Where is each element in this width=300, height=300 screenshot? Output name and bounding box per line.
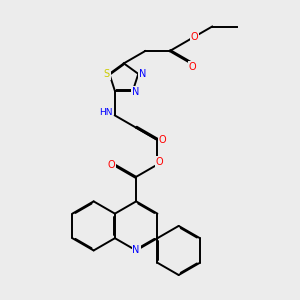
- Text: N: N: [132, 87, 139, 97]
- Text: N: N: [133, 245, 140, 256]
- Text: O: O: [159, 135, 167, 145]
- Text: S: S: [104, 69, 110, 79]
- Text: O: O: [191, 32, 199, 42]
- Text: O: O: [188, 62, 196, 72]
- Text: HN: HN: [99, 108, 112, 117]
- Text: O: O: [108, 160, 116, 170]
- Text: N: N: [139, 69, 146, 79]
- Text: O: O: [155, 157, 163, 167]
